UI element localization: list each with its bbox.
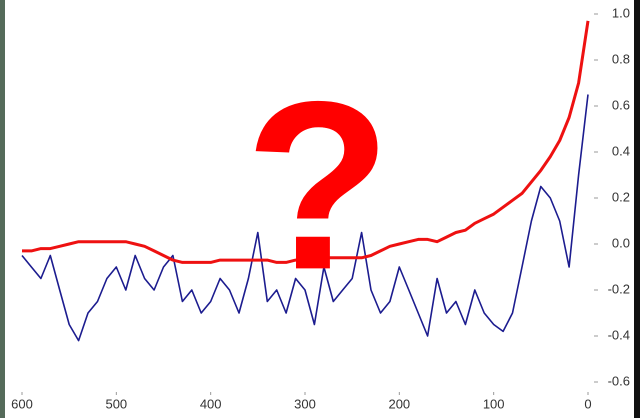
y-tick-label: 1.0 xyxy=(612,5,630,20)
image-edge xyxy=(634,0,640,418)
y-tick-label: 0.2 xyxy=(612,189,630,204)
image-edge xyxy=(0,0,5,418)
y-tick-label: 0.6 xyxy=(612,97,630,112)
y-tick-label: 0.8 xyxy=(612,51,630,66)
y-tick-label: -0.4 xyxy=(608,327,630,342)
x-tick-label: 400 xyxy=(200,396,222,411)
x-tick-label: 0 xyxy=(584,396,591,411)
x-tick-label: 600 xyxy=(11,396,33,411)
x-tick-label: 300 xyxy=(294,396,316,411)
x-tick-label: 100 xyxy=(483,396,505,411)
question-mark: ? xyxy=(245,51,392,319)
chart: 1.0 0.8 0.6 0.4 0.2 0.0 -0.2 -0.4 -0.6 600 500 400 3… xyxy=(0,0,640,418)
y-tick-label: -0.6 xyxy=(608,373,630,388)
page: {"chart_data": {"type": "line", "annotat… xyxy=(0,0,640,418)
y-tick-label: 0.0 xyxy=(612,235,630,250)
x-tick-label: 200 xyxy=(388,396,410,411)
y-tick-label: 0.4 xyxy=(612,143,630,158)
y-tick-label: -0.2 xyxy=(608,281,630,296)
x-tick-label: 500 xyxy=(105,396,127,411)
